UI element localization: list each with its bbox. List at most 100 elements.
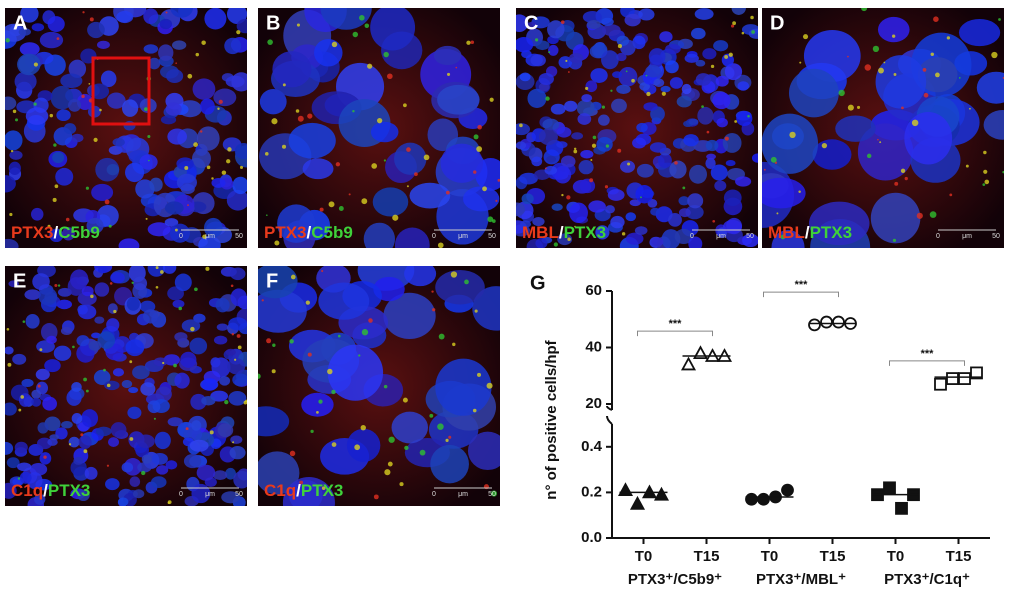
signal: [474, 309, 478, 313]
nucleus: [52, 151, 65, 164]
signal: [178, 306, 183, 311]
signal: [318, 399, 323, 404]
nucleus: [723, 189, 742, 206]
signal: [387, 461, 393, 467]
signal: [476, 146, 483, 152]
nucleus: [521, 193, 534, 205]
signal: [321, 269, 324, 273]
nucleus: [716, 117, 728, 128]
nucleus: [68, 59, 87, 78]
significance-label: ***: [669, 318, 683, 330]
signal: [33, 62, 39, 67]
nucleus: [616, 52, 627, 62]
significance-bracket: [763, 291, 839, 298]
nucleus: [665, 43, 681, 55]
nucleus: [629, 199, 641, 207]
signal: [770, 156, 777, 163]
nucleus: [150, 476, 167, 489]
signal: [544, 167, 547, 170]
signal: [364, 23, 370, 29]
nucleus: [550, 103, 566, 115]
nucleus: [96, 205, 119, 227]
signal: [617, 148, 622, 153]
nucleus: [258, 451, 300, 495]
nucleus: [596, 136, 613, 152]
signal: [232, 441, 235, 444]
nucleus: [165, 460, 178, 470]
signal: [282, 83, 286, 87]
nucleus: [193, 313, 206, 323]
nucleus: [106, 164, 120, 176]
significance-bracket: [637, 330, 713, 337]
nucleus: [156, 465, 169, 475]
signal: [387, 73, 393, 80]
nucleus: [435, 269, 485, 305]
signal: [866, 153, 872, 159]
signal: [359, 15, 365, 21]
signal: [553, 242, 558, 247]
nucleus: [166, 69, 184, 84]
nucleus: [737, 81, 750, 91]
nucleus: [183, 454, 202, 469]
nucleus: [685, 205, 704, 220]
signal: [423, 154, 430, 161]
signal: [85, 389, 89, 393]
nucleus: [688, 118, 699, 125]
signal: [445, 438, 449, 442]
nucleus: [318, 282, 370, 320]
nucleus: [55, 167, 74, 186]
nucleus: [125, 162, 145, 183]
signal: [85, 186, 89, 190]
signal: [187, 73, 193, 79]
nucleus: [551, 203, 563, 211]
signal: [348, 193, 351, 196]
nucleus: [139, 154, 158, 170]
nucleus: [653, 78, 665, 88]
nucleus: [771, 229, 805, 248]
signal: [492, 219, 496, 223]
signal: [305, 300, 310, 305]
stain-label: C1q/PTX3: [264, 481, 343, 500]
nucleus: [674, 228, 693, 245]
signal: [373, 494, 379, 500]
nucleus: [137, 462, 152, 473]
nucleus: [751, 153, 758, 163]
nucleus: [681, 83, 692, 95]
signal: [187, 204, 189, 207]
nucleus: [159, 18, 173, 30]
nucleus: [706, 153, 716, 160]
stain-part: C5b9: [58, 223, 100, 242]
nucleus: [724, 63, 743, 81]
nucleus: [5, 238, 19, 248]
nucleus: [857, 123, 914, 181]
nucleus: [8, 161, 21, 175]
nucleus: [618, 67, 638, 87]
signal: [388, 436, 395, 443]
signal: [175, 62, 177, 64]
signal: [847, 104, 854, 111]
nucleus: [5, 175, 16, 193]
scale-label: 50: [488, 233, 496, 240]
nucleus: [31, 397, 42, 407]
nucleus: [68, 98, 82, 112]
signal: [162, 361, 165, 365]
signal: [131, 281, 134, 284]
nucleus: [76, 335, 90, 347]
nucleus: [6, 457, 20, 469]
signal: [147, 134, 151, 139]
nucleus: [158, 44, 174, 61]
nucleus: [225, 348, 236, 356]
nucleus: [788, 68, 839, 118]
stain-part: C1q: [264, 481, 296, 500]
nucleus: [547, 20, 565, 39]
nucleus: [713, 40, 729, 52]
nucleus: [163, 354, 180, 366]
micrograph: [5, 266, 247, 506]
x-tick-label: T0: [887, 548, 905, 565]
x-tick-label: T0: [761, 548, 779, 565]
signal: [310, 429, 314, 434]
nucleus: [167, 417, 183, 427]
y-tick-label: 20: [585, 395, 602, 412]
axis-break: [606, 405, 613, 425]
nucleus: [142, 309, 159, 324]
